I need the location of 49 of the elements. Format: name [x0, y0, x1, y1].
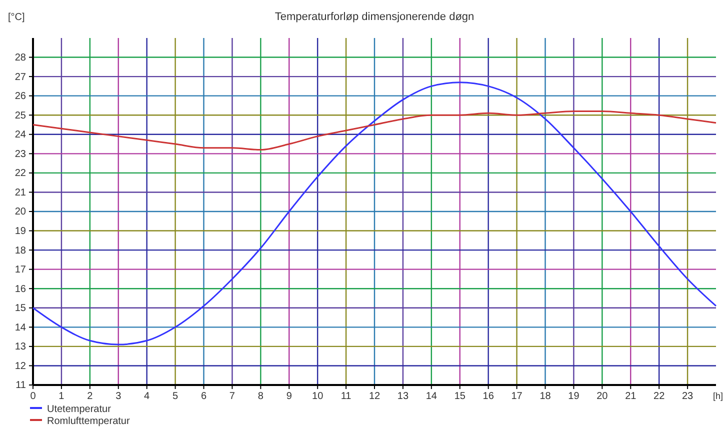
legend-label: Romlufttemperatur	[47, 416, 130, 427]
x-tick-label: 2	[87, 391, 94, 402]
y-tick-label: 22	[14, 168, 26, 180]
y-tick-label: 13	[14, 342, 26, 353]
x-tick-label: 12	[368, 391, 380, 402]
x-tick-label: 20	[596, 391, 608, 402]
y-axis-title: [°C]	[8, 12, 25, 23]
line-series	[32, 110, 717, 151]
x-tick-label: 1	[58, 391, 65, 402]
x-tick-label: 17	[511, 391, 523, 402]
x-tick-label: 6	[200, 391, 207, 402]
y-tick-label: 14	[14, 322, 26, 334]
y-tick-label: 27	[14, 72, 26, 83]
chart-title: Temperaturforløp dimensjonerende døgn	[274, 11, 474, 23]
x-tick-label: 23	[682, 391, 694, 402]
y-tick-label: 25	[14, 110, 26, 122]
x-tick-label: 19	[568, 391, 580, 402]
x-axis-title: [h]	[712, 391, 723, 401]
y-tick-label: 11	[16, 380, 26, 392]
y-tick-label: 28	[14, 52, 26, 64]
y-tick-label: 17	[14, 264, 26, 276]
y-tick-label: 23	[14, 148, 26, 160]
y-tick-label: 15	[14, 303, 26, 314]
x-tick-label: 4	[144, 391, 150, 402]
x-tick-label: 5	[172, 391, 179, 402]
legend-label: Utetemperatur	[47, 404, 112, 415]
x-tick-label: 7	[229, 391, 236, 402]
x-tick-label: 9	[286, 391, 292, 402]
x-tick-label: 14	[426, 391, 438, 402]
x-tick-label: 10	[312, 391, 324, 402]
y-tick-label: 20	[14, 206, 26, 218]
y-tick-label: 12	[14, 360, 26, 372]
line-series	[32, 82, 717, 346]
x-tick-label: 16	[482, 391, 494, 402]
x-tick-label: 11	[340, 391, 352, 402]
y-tick-label: 18	[14, 245, 26, 256]
x-tick-label: 15	[454, 391, 466, 402]
x-tick-label: 21	[625, 391, 637, 402]
x-tick-label: 22	[654, 391, 666, 402]
y-tick-label: 16	[14, 284, 26, 295]
y-tick-label: 19	[14, 226, 26, 237]
y-tick-label: 21	[14, 187, 26, 198]
y-tick-label: 24	[14, 130, 26, 141]
x-tick-label: 3	[116, 391, 122, 402]
y-tick-label: 26	[14, 91, 26, 102]
x-tick-label: 0	[30, 391, 36, 402]
x-tick-label: 18	[540, 391, 552, 402]
x-tick-label: 8	[258, 391, 264, 402]
x-tick-label: 13	[397, 391, 409, 402]
